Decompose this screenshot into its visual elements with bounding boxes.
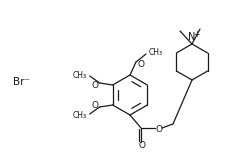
Text: O: O <box>155 124 163 133</box>
Text: O: O <box>138 60 145 68</box>
Text: CH₃: CH₃ <box>73 110 87 119</box>
Text: N: N <box>188 32 196 42</box>
Text: Br⁻: Br⁻ <box>14 77 30 87</box>
Text: CH₃: CH₃ <box>73 71 87 80</box>
Text: O: O <box>92 80 99 90</box>
Text: +: + <box>193 30 199 39</box>
Text: CH₃: CH₃ <box>149 47 163 57</box>
Text: O: O <box>92 100 99 109</box>
Text: O: O <box>139 142 145 151</box>
